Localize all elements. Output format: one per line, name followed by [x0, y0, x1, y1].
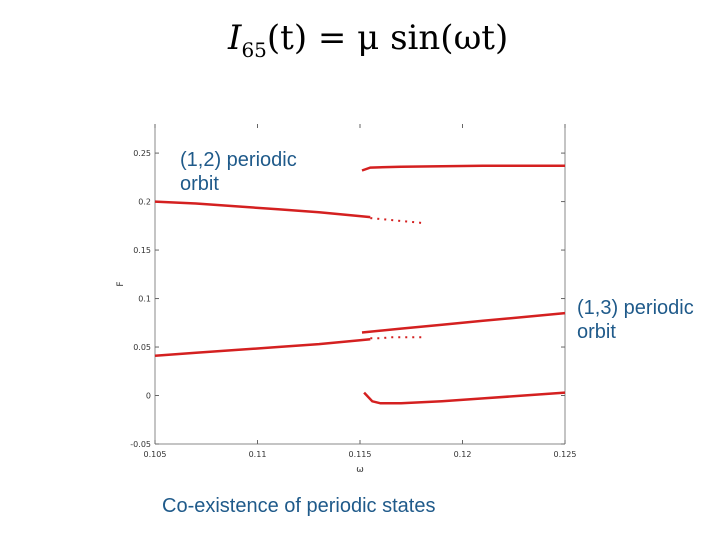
formula-symbol: I	[228, 18, 242, 58]
annotation-orbit-1-2: (1,2) periodic orbit	[180, 149, 297, 195]
y-tick-label: -0.05	[130, 440, 151, 449]
caption: Co-existence of periodic states	[162, 495, 436, 517]
series-branch	[370, 336, 422, 340]
y-tick-label: 0.2	[138, 198, 151, 207]
y-axis-label: F	[116, 281, 126, 286]
title-formula: I65(t) = μ sin(ωt)	[228, 18, 508, 62]
series-branch	[370, 217, 422, 224]
y-tick-label: 0.25	[133, 149, 151, 158]
x-tick-label: 0.105	[144, 450, 167, 459]
y-tick-label: 0.1	[138, 295, 151, 304]
annotation-orbit-1-3: (1,3) periodic orbit	[577, 297, 694, 343]
series-branch	[154, 200, 371, 219]
x-tick-label: 0.12	[454, 450, 472, 459]
series-branch	[154, 338, 371, 358]
formula-subscript: 65	[241, 37, 267, 62]
x-tick-label: 0.115	[349, 450, 372, 459]
x-tick-label: 0.11	[249, 450, 267, 459]
series-branch	[361, 311, 566, 334]
series-branch	[361, 164, 565, 172]
y-tick-label: 0	[146, 392, 151, 401]
y-tick-label: 0.15	[133, 246, 151, 255]
x-axis-label: ω	[356, 465, 364, 475]
y-tick-label: 0.05	[133, 343, 151, 352]
formula-rest: (t) = μ sin(ωt)	[266, 18, 509, 58]
series-branch	[363, 391, 566, 405]
x-tick-label: 0.125	[554, 450, 577, 459]
